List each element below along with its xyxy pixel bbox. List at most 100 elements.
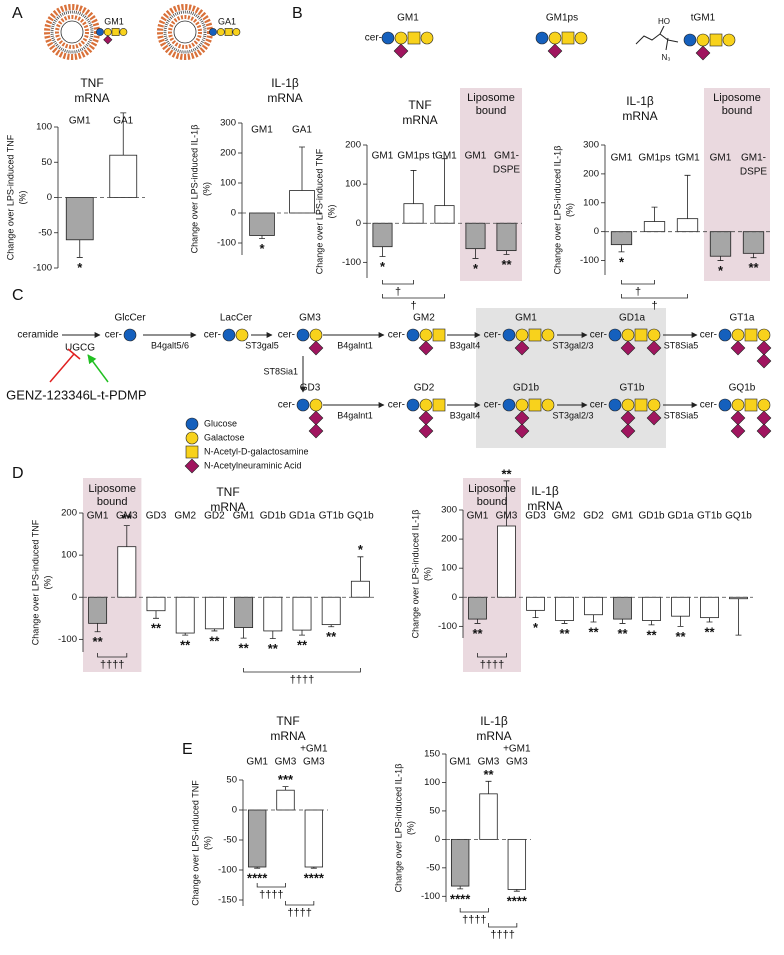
liposome xyxy=(173,20,197,44)
enzyme-label: ST3gal2/3 xyxy=(552,340,593,350)
enzyme-label: UGCG xyxy=(65,343,95,354)
y-tick-label: 0 xyxy=(435,834,440,845)
significance-star: ** xyxy=(704,624,715,639)
significance-star: **** xyxy=(247,871,268,886)
galactose-symbol xyxy=(119,28,128,36)
cer-label: cer- xyxy=(700,330,717,341)
error-bar xyxy=(503,250,510,255)
galactose-symbol xyxy=(232,28,241,36)
significance-star: * xyxy=(358,542,364,557)
galactose-symbol xyxy=(103,28,112,36)
significance-star: *** xyxy=(278,772,294,787)
error-bar xyxy=(299,146,305,191)
node-label: GM2 xyxy=(413,313,435,324)
x-tick-label: DSPE xyxy=(740,167,768,178)
significance-star: ** xyxy=(483,767,494,782)
chart-title: IL-1β xyxy=(271,76,299,90)
error-bar xyxy=(282,786,289,791)
error-bar xyxy=(379,246,386,257)
node-label: GT1b xyxy=(619,383,644,394)
chart-title: TNF xyxy=(408,98,431,112)
sialic-symbol xyxy=(695,45,711,61)
x-tick-label: GM1 xyxy=(449,757,471,768)
shade-label: bound xyxy=(476,105,507,117)
sialic-symbol xyxy=(184,458,200,474)
bracket-label: † xyxy=(651,300,657,312)
x-tick-label: GM1 xyxy=(246,757,268,768)
bar xyxy=(372,222,393,248)
x-tick-label: GT1b xyxy=(319,511,344,522)
inhibition-bar xyxy=(67,348,81,360)
bar xyxy=(350,580,370,598)
galactose-symbol xyxy=(647,398,661,412)
y-tick-label: 0 xyxy=(232,805,237,816)
galnac-symbol xyxy=(744,398,758,412)
y-tick-label: 300 xyxy=(220,118,236,129)
x-tick-label: GD1a xyxy=(667,511,694,522)
y-tick-label: -100 xyxy=(217,238,236,249)
y-tick-label: -100 xyxy=(218,865,237,876)
chart-title: TNF xyxy=(216,485,239,499)
galactose-symbol xyxy=(394,31,408,45)
y-tick-label: 200 xyxy=(345,140,361,151)
galnac-symbol xyxy=(185,445,199,459)
y-tick-label: 0 xyxy=(452,592,457,603)
galactose-symbol xyxy=(548,31,562,45)
inhibition xyxy=(49,353,75,383)
sialic-symbol xyxy=(393,43,409,59)
y-tick-label: -100 xyxy=(342,257,361,268)
x-tick-label: GQ1b xyxy=(347,511,374,522)
galnac-symbol xyxy=(407,31,421,45)
significance-bracket xyxy=(382,280,414,285)
galactose-symbol xyxy=(757,328,771,342)
x-tick-label: GM3 xyxy=(275,757,297,768)
bar xyxy=(321,596,341,626)
significance-bracket xyxy=(243,668,361,673)
error-bar xyxy=(269,630,276,639)
sialic-symbol xyxy=(308,423,324,439)
node-label: GD2 xyxy=(414,383,435,394)
legend-label: N-Acetylneuraminic Acid xyxy=(204,460,302,470)
y-tick-label: -100 xyxy=(33,263,52,274)
significance-star: * xyxy=(533,620,539,635)
shade-label: Liposome xyxy=(467,92,515,104)
galactose-symbol xyxy=(185,431,199,445)
chart-title: mRNA xyxy=(210,500,245,514)
x-tick-label: GM2 xyxy=(554,511,576,522)
cer-label: cer- xyxy=(484,400,501,411)
x-tick-label: GM1 xyxy=(465,151,487,162)
galactose-symbol xyxy=(420,31,434,45)
sialic-symbol xyxy=(730,410,746,426)
galactose-symbol xyxy=(216,28,225,36)
sialic-symbol xyxy=(756,340,772,356)
y-tick-label: 100 xyxy=(345,179,361,190)
error-bar xyxy=(561,620,568,624)
y-tick-label: 100 xyxy=(220,178,236,189)
x-tick-label: GM1 xyxy=(69,116,91,127)
x-tick-label: GA1 xyxy=(292,125,312,136)
y-tick-label: -50 xyxy=(223,835,237,846)
x-tick-label: GM1 xyxy=(612,511,634,522)
panel-label: D xyxy=(12,465,24,482)
bracket-label: †††† xyxy=(287,907,311,919)
group-label: HO xyxy=(658,17,670,26)
enzyme-label: B4galnt1 xyxy=(337,340,373,350)
enzyme-label: ST3gal5 xyxy=(245,340,279,350)
panel-label: B xyxy=(292,5,303,22)
error-bar xyxy=(706,617,713,623)
panel-label: C xyxy=(12,287,24,304)
x-tick-label: GM1 xyxy=(467,511,489,522)
x-tick-label: GM1 xyxy=(611,153,633,164)
sialic-symbol xyxy=(418,410,434,426)
bar xyxy=(671,596,690,617)
inhibitor-label: GENZ-123346 xyxy=(6,387,90,402)
bar xyxy=(497,525,516,598)
error-bar xyxy=(441,158,448,206)
significance-bracket xyxy=(285,901,315,906)
galactose-symbol xyxy=(309,398,323,412)
glucose-symbol xyxy=(209,28,217,36)
error-bar xyxy=(182,633,189,636)
error-bar xyxy=(120,112,127,156)
chart-title: mRNA xyxy=(476,729,511,743)
